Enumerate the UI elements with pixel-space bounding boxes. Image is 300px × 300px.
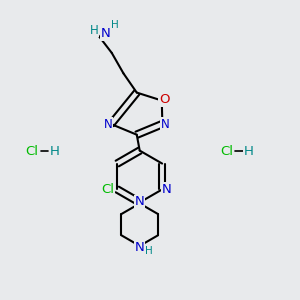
Text: N: N [162, 183, 172, 196]
Text: N: N [161, 118, 170, 130]
Text: H: H [244, 145, 254, 158]
Text: Cl: Cl [220, 145, 233, 158]
Text: H: H [50, 145, 59, 158]
Text: N: N [135, 196, 145, 208]
Text: H: H [111, 20, 119, 30]
Text: N: N [101, 27, 111, 40]
Text: Cl: Cl [26, 145, 39, 158]
Text: N: N [135, 241, 145, 254]
Text: Cl: Cl [101, 183, 114, 196]
Text: N: N [104, 118, 112, 130]
Text: O: O [159, 93, 169, 106]
Text: H: H [145, 246, 152, 256]
Text: H: H [90, 24, 98, 37]
